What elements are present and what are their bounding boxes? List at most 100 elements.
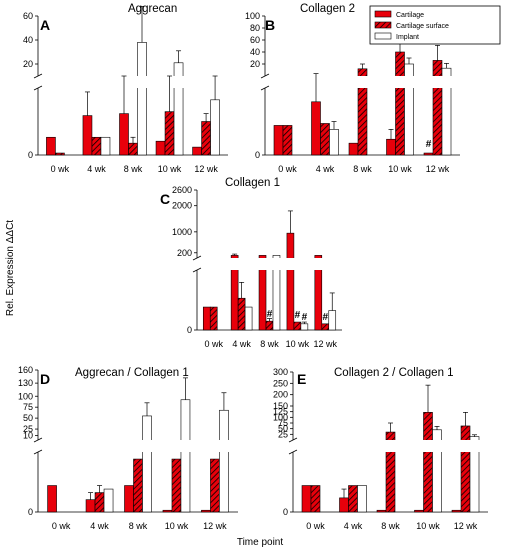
- bar-break-gap: [230, 258, 240, 270]
- panel-a: Aggrecan A 20 40 60 0 0 wk 4 wk 8 wk 10 wk 12 wk: [23, 3, 228, 174]
- y-tick-label: 130: [18, 378, 33, 388]
- x-tick-label: 4 wk: [232, 339, 251, 349]
- y-tick-label: 75: [278, 418, 288, 428]
- legend-label-cartilage-surface: Cartilage surface: [396, 23, 449, 30]
- bar-cartilage-surface: [282, 125, 293, 156]
- x-tick-label: 8 wk: [260, 339, 279, 349]
- bar-implant: [272, 255, 281, 331]
- bar-implant: [328, 310, 337, 331]
- bar-cartilage-surface: [395, 51, 405, 156]
- significance-mark: #: [426, 139, 432, 150]
- bar-cartilage-surface: [209, 306, 218, 331]
- bar-break-gap: [173, 76, 185, 88]
- bar-cartilage: [314, 255, 323, 331]
- bar-break-gap: [431, 440, 443, 452]
- bar-cartilage: [119, 113, 129, 156]
- bar-cartilage-surface: [310, 485, 321, 513]
- bar-break-gap: [460, 440, 471, 452]
- bar-cartilage-surface: [321, 323, 330, 331]
- panel-letter: E: [297, 371, 306, 387]
- bar-cartilage: [348, 142, 359, 156]
- legend-label-cartilage: Cartilage: [396, 12, 424, 19]
- y-tick-label: 2000: [172, 201, 192, 211]
- bar-cartilage: [376, 509, 387, 513]
- axis-break-mark: [192, 267, 202, 273]
- axis-break-mark: [260, 73, 270, 79]
- bar-cartilage: [258, 255, 267, 331]
- y-tick-label: 0: [187, 325, 192, 335]
- y-tick-label: 60: [250, 35, 260, 45]
- x-tick-label: 0 wk: [52, 521, 71, 531]
- significance-mark: #: [295, 310, 301, 321]
- panel-title: Collagen 1: [225, 177, 280, 189]
- y-tick-label: 2600: [172, 185, 192, 195]
- x-tick-label: 8 wk: [129, 521, 148, 531]
- x-tick-label: 12 wk: [314, 339, 338, 349]
- bar-cartilage: [273, 125, 284, 156]
- axis-break-mark: [33, 449, 43, 455]
- y-tick-label: 75: [23, 402, 33, 412]
- bar-break-gap: [179, 440, 191, 452]
- x-tick-label: 4 wk: [87, 164, 106, 174]
- bar-cartilage-surface: [265, 320, 274, 331]
- bar-cartilage-surface: [171, 458, 182, 513]
- axis-break-mark: [192, 255, 202, 261]
- bar-implant: [357, 485, 367, 513]
- bar-implant: [100, 136, 111, 156]
- panel-letter: A: [40, 17, 50, 33]
- axis-break-mark: [260, 85, 270, 91]
- x-axis-label: Time point: [237, 537, 284, 548]
- bar-break-gap: [432, 76, 443, 88]
- x-tick-label: 0 wk: [51, 164, 70, 174]
- bar-implant: [142, 415, 152, 513]
- axis-break-mark: [288, 449, 298, 455]
- bar-break-gap: [285, 258, 295, 270]
- y-tick-label: 100: [245, 11, 260, 21]
- legend-swatch-cartilage-surface: [374, 21, 392, 29]
- y-tick-label: 150: [273, 401, 288, 411]
- panel-title: Collagen 2 / Collagen 1: [334, 367, 454, 379]
- legend-swatch-cartilage: [374, 10, 392, 18]
- bar-cartilage-surface: [94, 492, 105, 513]
- bar-break-gap: [394, 76, 406, 88]
- significance-mark: #: [267, 309, 273, 320]
- y-tick-label: 25: [23, 424, 33, 434]
- y-tick-label: 40: [250, 47, 260, 57]
- bar-implant: [210, 99, 220, 156]
- bar-cartilage: [46, 136, 56, 156]
- bar-implant: [244, 306, 253, 331]
- bar-cartilage: [162, 509, 173, 513]
- bar-cartilage: [155, 140, 166, 156]
- x-tick-label: 12 wk: [194, 164, 218, 174]
- bar-cartilage-surface: [423, 412, 433, 513]
- bar-cartilage: [47, 485, 57, 513]
- bar-cartilage-surface: [210, 458, 220, 513]
- bar-break-gap: [403, 76, 415, 88]
- panel-c: Collagen 1 C 200 1000 2000 2600 0 0 wk 4 wk 8 wk 1…: [160, 177, 342, 349]
- bar-cartilage-surface: [128, 142, 138, 156]
- y-tick-label: 0: [255, 150, 260, 160]
- y-tick-label: 0: [283, 507, 288, 517]
- bar-break-gap: [141, 440, 153, 452]
- panel-title: Collagen 2: [300, 3, 355, 15]
- bar-implant: [137, 42, 147, 156]
- y-tick-label: 0: [28, 507, 33, 517]
- panel-b: Collagen 2 B 20 40 60 80 100 0 0 wk 4 wk 8 wk 10 wk…: [245, 3, 460, 174]
- panel-letter: D: [40, 371, 50, 387]
- y-tick-label: 200: [177, 248, 192, 258]
- legend-swatch-implant: [374, 32, 392, 40]
- bar-cartilage: [82, 115, 93, 156]
- bar-implant: [300, 323, 309, 331]
- bar-cartilage: [201, 509, 211, 513]
- x-tick-label: 0 wk: [204, 339, 223, 349]
- bar-cartilage: [202, 306, 211, 331]
- bar-cartilage-surface: [133, 458, 143, 513]
- bar-cartilage-surface: [201, 121, 211, 156]
- bar-cartilage-surface: [320, 123, 330, 156]
- y-tick-label: 1000: [172, 227, 192, 237]
- panel-letter: B: [265, 17, 275, 33]
- legend-label-implant: Implant: [396, 34, 419, 41]
